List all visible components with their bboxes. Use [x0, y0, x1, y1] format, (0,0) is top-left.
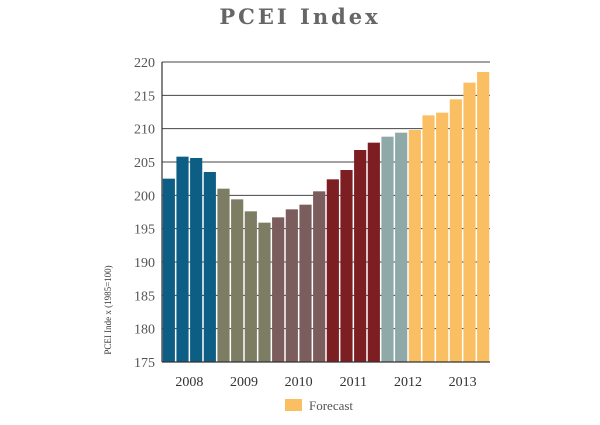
- bar: [217, 188, 230, 362]
- x-tick-label: 2009: [230, 375, 258, 390]
- bar: [272, 217, 285, 362]
- bar: [285, 209, 298, 362]
- y-tick-label: 215: [134, 89, 155, 104]
- bar: [313, 191, 326, 362]
- gridlines: [162, 61, 490, 363]
- legend-swatch: [285, 399, 302, 411]
- bar: [203, 172, 216, 362]
- bar: [354, 150, 367, 362]
- forecast-bar: [449, 99, 462, 362]
- legend-label: Forecast: [309, 398, 353, 413]
- forecast-bar: [436, 112, 449, 363]
- bar: [367, 142, 380, 362]
- bar: [162, 178, 175, 362]
- bar: [340, 170, 353, 362]
- y-tick-label: 180: [134, 323, 155, 338]
- bar: [299, 204, 312, 362]
- bar: [231, 199, 244, 362]
- y-tick-label: 175: [134, 356, 155, 371]
- y-tick-labels: 175 180 185 190 195 200 205 210 215 220: [134, 56, 155, 371]
- y-tick-label: 200: [134, 189, 155, 204]
- bar: [190, 158, 203, 362]
- x-tick-label: 2008: [175, 375, 203, 390]
- bars: [162, 72, 490, 363]
- x-tick-label: 2013: [449, 375, 477, 390]
- y-tick-label: 220: [134, 56, 155, 71]
- y-tick-label: 195: [134, 223, 155, 238]
- x-tick-label: 2011: [340, 375, 367, 390]
- forecast-bar: [408, 130, 421, 362]
- bar: [395, 132, 408, 362]
- x-tick-label: 2012: [394, 375, 422, 390]
- bar: [244, 211, 257, 362]
- y-tick-label: 205: [134, 156, 155, 171]
- y-tick-label: 185: [134, 289, 155, 304]
- y-axis-label: PCEI Inde x (1985=100): [103, 265, 113, 354]
- forecast-bar: [422, 115, 435, 362]
- x-tick-labels: 2008 2009 2010 2011 2012 2013: [175, 375, 476, 390]
- y-tick-label: 190: [134, 256, 155, 271]
- bar: [176, 156, 189, 362]
- bar: [326, 179, 339, 362]
- bar: [258, 222, 271, 362]
- y-tick-label: 210: [134, 123, 155, 138]
- chart-title: PCEI Index: [219, 4, 381, 29]
- forecast-bar: [463, 82, 476, 363]
- x-tick-label: 2010: [285, 375, 313, 390]
- legend: Forecast: [285, 398, 353, 413]
- forecast-bar: [477, 72, 490, 362]
- bar: [381, 136, 394, 362]
- axes: [161, 62, 490, 363]
